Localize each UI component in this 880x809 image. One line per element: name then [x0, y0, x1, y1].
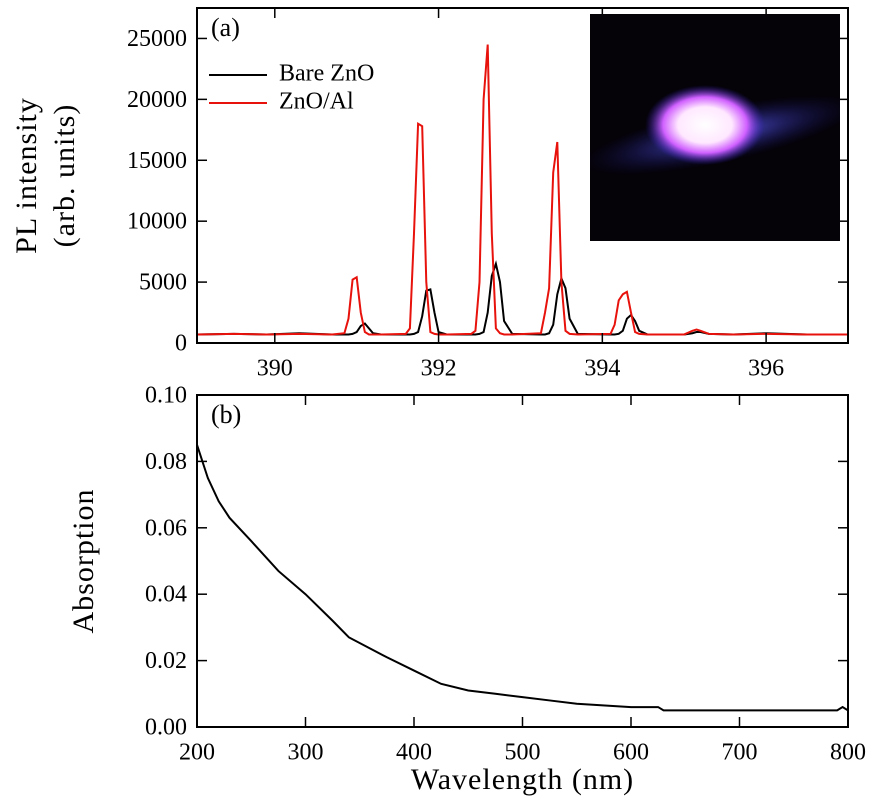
x-tick-label: 392 [421, 356, 457, 382]
legend-label: Bare ZnO [279, 61, 374, 87]
x-tick-label: 390 [257, 356, 293, 382]
x-tick-label: 394 [584, 356, 620, 382]
x-tick-label: 396 [748, 356, 784, 382]
data-line [197, 444, 848, 712]
axes-frame [196, 394, 849, 728]
y-tick-label: 15000 [127, 148, 187, 174]
y-tick-label: 0.10 [145, 383, 187, 409]
y-tick-label: 10000 [127, 209, 187, 235]
inset-photo [590, 14, 840, 241]
x-tick-label: 300 [288, 740, 324, 766]
data-line [197, 44, 848, 336]
axes-frame [196, 7, 849, 344]
x-tick-label: 700 [722, 740, 758, 766]
y-tick-label: 0.06 [145, 515, 187, 541]
y-tick-label: 0 [175, 331, 187, 357]
y-tick-label: 0.08 [145, 449, 187, 475]
data-line [197, 260, 848, 336]
y-tick-label: 20000 [127, 87, 187, 113]
y-axis-label: (arb. units) [48, 104, 81, 248]
x-tick-label: 400 [396, 740, 432, 766]
y-axis-label: PL intensity [10, 97, 43, 254]
y-tick-label: 0.04 [145, 582, 187, 608]
panel-label: (b) [211, 400, 241, 429]
x-tick-label: 200 [179, 740, 215, 766]
x-axis-label: Wavelength (nm) [411, 763, 634, 796]
y-tick-label: 0.00 [145, 715, 187, 741]
x-tick-label: 600 [613, 740, 649, 766]
y-tick-label: 25000 [127, 26, 187, 52]
x-tick-label: 800 [830, 740, 866, 766]
panel-label: (a) [211, 13, 240, 42]
y-axis-label: Absorption [67, 489, 100, 634]
y-tick-label: 0.02 [145, 648, 187, 674]
y-tick-label: 5000 [139, 270, 187, 296]
legend-label: ZnO/Al [279, 89, 354, 115]
x-tick-label: 500 [505, 740, 541, 766]
plots: 390 392 394 396 0 5000 10000 15000 20000 25000 (a)… [10, 7, 866, 796]
